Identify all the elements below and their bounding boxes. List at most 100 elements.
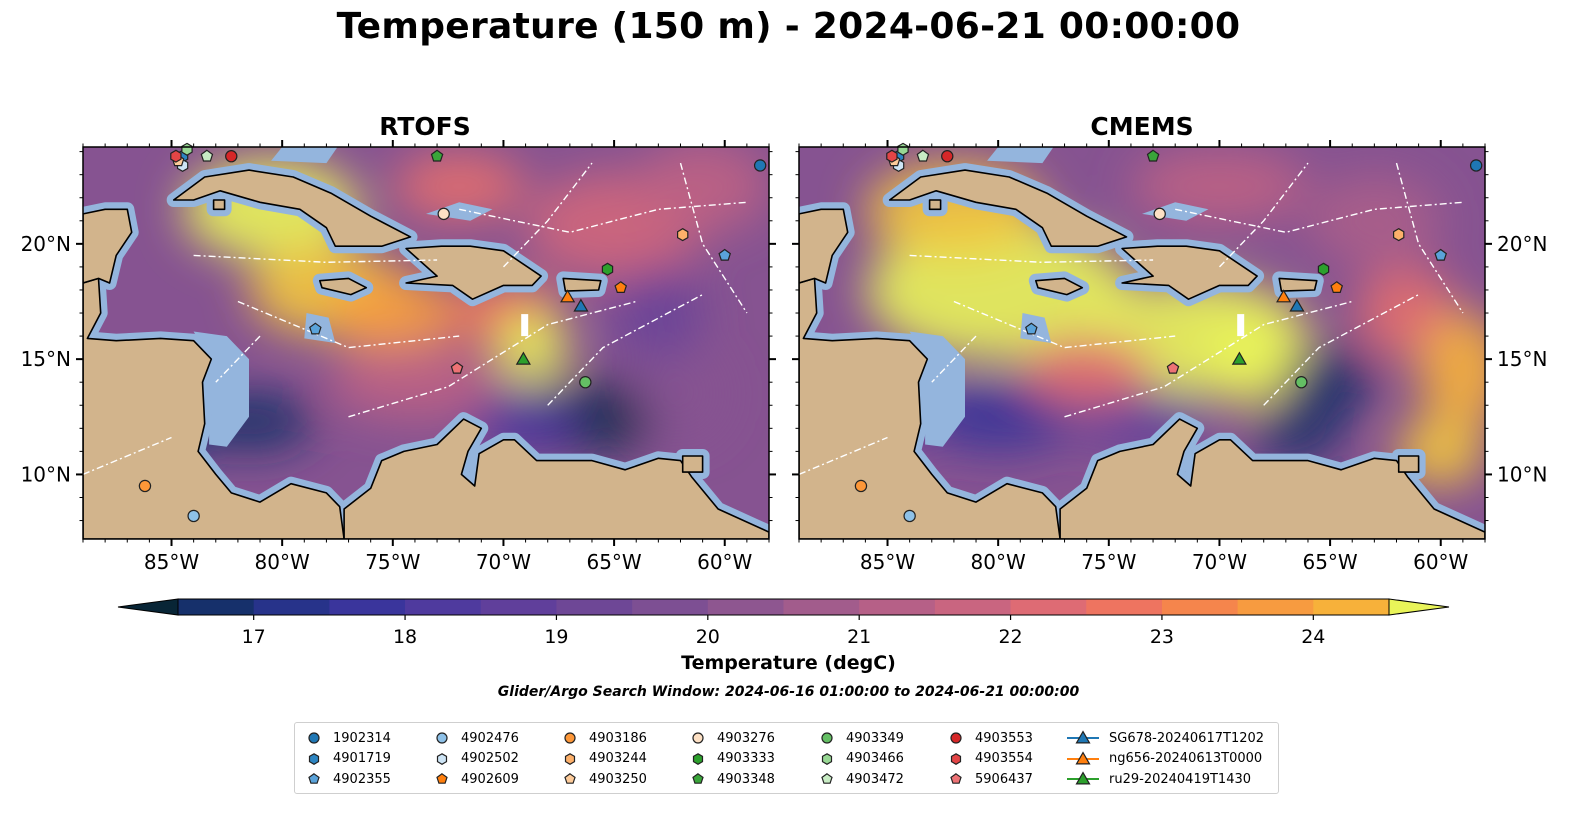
lon-tick-label: 60°W — [1413, 550, 1468, 574]
triangle-marker-icon — [1067, 751, 1099, 765]
legend-column: 1902314 4901719 4902355 — [303, 728, 391, 790]
circle-marker-icon — [308, 732, 320, 744]
colorbar-tick-label: 20 — [696, 626, 720, 648]
legend-label: 4902355 — [333, 771, 391, 787]
legend-marker-shape — [308, 773, 320, 785]
legend-label: 4903348 — [717, 771, 775, 787]
figure-title: Temperature (150 m) - 2024-06-21 00:00:0… — [336, 6, 1241, 47]
float-marker — [187, 509, 200, 523]
float-marker — [309, 322, 322, 335]
float-marker — [560, 289, 576, 303]
float-marker — [718, 248, 732, 261]
legend-marker-shape — [692, 773, 704, 785]
map-panel-rtofs: 85°W 80°W 75°W 70°W 65°W 60°W 20°N 15°N 10°N — [21, 140, 776, 574]
legend-label: 4903186 — [589, 730, 647, 746]
circle-marker-icon — [950, 732, 962, 744]
colorbar-tick-label: 17 — [242, 626, 266, 648]
legend-item: 4902355 — [303, 769, 391, 790]
legend-label: 4901719 — [333, 751, 391, 767]
float-marker — [430, 149, 444, 162]
colorbar-tick-label: 23 — [1150, 626, 1174, 648]
legend-marker-shape — [950, 752, 962, 765]
panel-title-cmems: CMEMS — [1090, 112, 1194, 141]
legend-item: 4903466 — [816, 749, 904, 770]
colorbar-tick-label: 18 — [393, 626, 417, 648]
colorbar-segment — [405, 599, 482, 615]
panel-title-rtofs: RTOFS — [379, 112, 471, 141]
colorbar-segment — [329, 599, 406, 615]
float-marker — [450, 361, 464, 374]
float-marker — [916, 149, 930, 162]
legend-column: 4902476 4902502 4902609 — [431, 728, 519, 790]
lat-tick-label: 10°N — [21, 462, 71, 486]
lon-tick-label: 85°W — [860, 550, 915, 574]
legend-item: 5906437 — [945, 769, 1033, 790]
pentagon-marker-icon — [436, 773, 448, 785]
lat-tick-label: 20°N — [21, 232, 71, 256]
colorbar: 17 18 19 20 21 22 23 24 — [117, 598, 1450, 648]
legend-label: ng656-20240613T0000 — [1109, 751, 1263, 767]
colorbar-segment — [556, 599, 633, 615]
hexagon-marker-icon — [950, 752, 962, 765]
pentagon-marker-icon — [308, 773, 320, 785]
hexagon-marker-icon — [692, 752, 704, 765]
float-marker — [903, 509, 916, 523]
legend-item: 4903554 — [945, 749, 1033, 770]
hexagon-marker-icon — [564, 752, 576, 765]
float-marker — [601, 262, 614, 276]
colorbar-segment — [1237, 599, 1314, 615]
hexagon-marker-icon — [821, 752, 833, 765]
float-marker — [200, 149, 214, 162]
legend-column: 4903276 4903333 4903348 — [687, 728, 775, 790]
legend-label: 4903554 — [975, 751, 1033, 767]
lat-tick-label: 15°N — [1497, 347, 1547, 371]
legend-item: 4901719 — [303, 749, 391, 770]
lon-tick-label: 80°W — [971, 550, 1026, 574]
legend-label: 4903349 — [846, 730, 904, 746]
lon-tick-label: 65°W — [1302, 550, 1357, 574]
map-panel-cmems: 85°W 80°W 75°W 70°W 65°W 60°W 20°N 15°N 10°N — [792, 140, 1547, 574]
legend-marker-shape — [821, 752, 833, 765]
legend-item: 4903472 — [816, 769, 904, 790]
lat-tick-label: 15°N — [21, 347, 71, 371]
float-marker — [573, 298, 589, 312]
colorbar-segment — [253, 599, 330, 615]
float-marker — [1434, 248, 1448, 261]
float-marker — [1289, 298, 1305, 312]
float-marker — [897, 142, 909, 156]
pentagon-marker-icon — [564, 773, 576, 785]
colorbar-segment — [707, 599, 785, 615]
lon-tick-label: 70°W — [476, 550, 531, 574]
pentagon-marker-icon — [950, 773, 962, 785]
colorbar-segment — [1313, 599, 1390, 615]
float-marker — [579, 376, 592, 389]
float-marker — [886, 149, 898, 163]
lon-tick-label: 65°W — [586, 550, 641, 574]
legend-marker-shape — [564, 752, 576, 765]
legend-label: 4902476 — [461, 730, 519, 746]
legend-marker-shape — [950, 732, 962, 744]
float-marker — [138, 479, 152, 493]
legend-marker-shape — [1075, 771, 1091, 785]
pentagon-marker-icon — [821, 773, 833, 785]
float-marker — [1153, 207, 1166, 221]
colorbar-segment — [480, 599, 558, 615]
hexagon-marker-icon — [308, 752, 320, 765]
legend-label: 4902502 — [461, 751, 519, 767]
lon-tick-label: 75°W — [1081, 550, 1136, 574]
legend-marker-shape — [692, 752, 704, 765]
float-marker — [515, 351, 531, 365]
legend-item: 4903349 — [816, 728, 904, 749]
legend-marker-shape — [950, 773, 962, 785]
circle-marker-icon — [821, 732, 833, 744]
hexagon-marker-icon — [436, 752, 448, 765]
legend-label: 4903244 — [589, 751, 647, 767]
legend-marker-shape — [821, 732, 833, 744]
float-marker — [170, 149, 182, 163]
legend-label: 4902609 — [461, 771, 519, 787]
legend-marker-shape — [308, 752, 320, 765]
legend-marker-shape — [1075, 730, 1091, 744]
float-marker — [437, 207, 450, 221]
legend-item: 4903348 — [687, 769, 775, 790]
colorbar-segment — [783, 599, 860, 615]
